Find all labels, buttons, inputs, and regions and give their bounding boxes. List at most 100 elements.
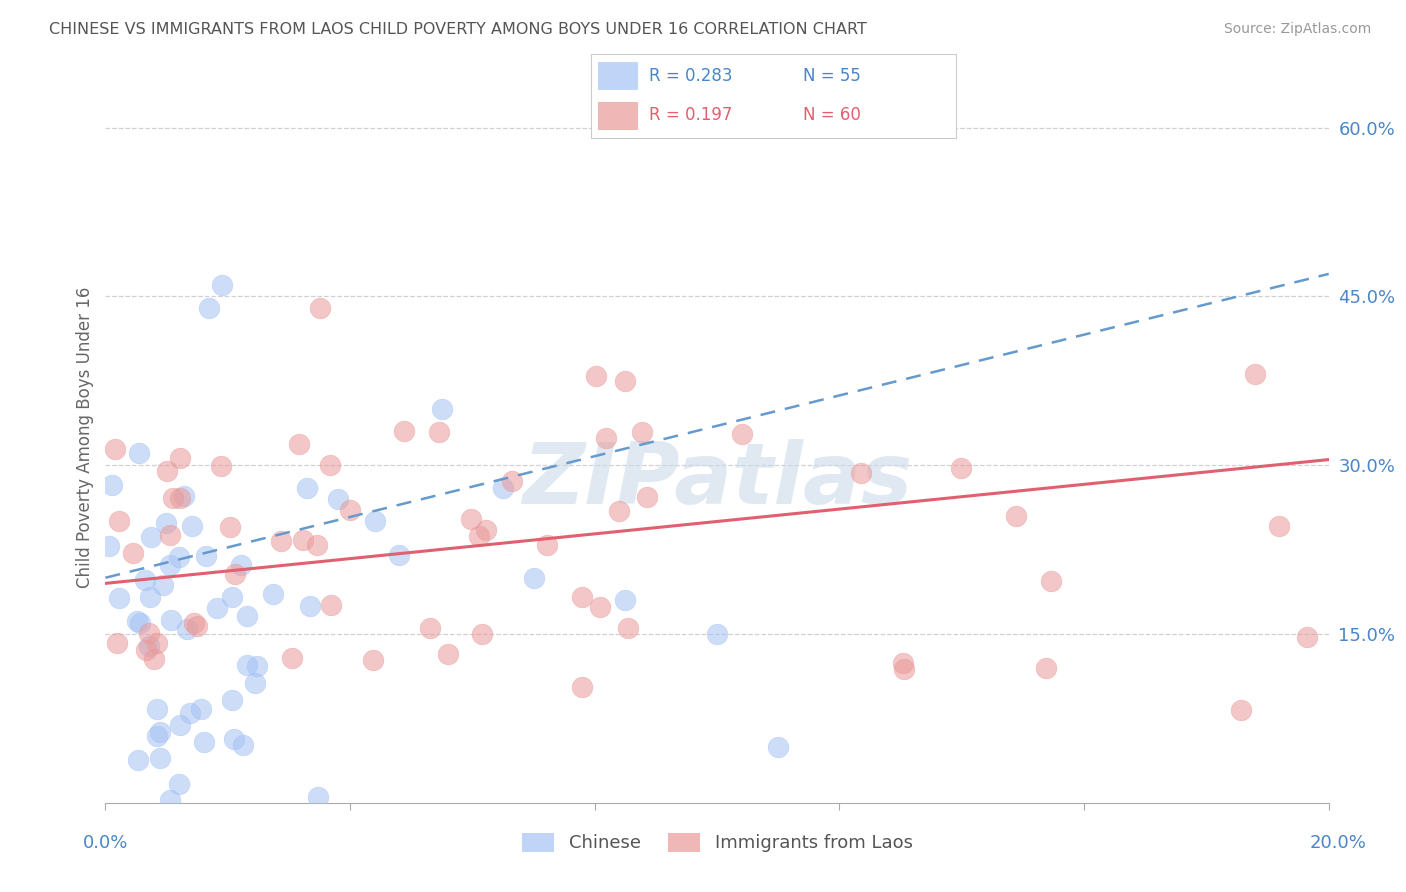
Y-axis label: Child Poverty Among Boys Under 16: Child Poverty Among Boys Under 16 xyxy=(76,286,94,588)
Point xyxy=(468,529,491,543)
Point xyxy=(173,489,195,503)
Point xyxy=(167,549,190,564)
Point xyxy=(1035,661,1057,675)
Point xyxy=(169,491,191,506)
Point xyxy=(219,520,242,534)
Point xyxy=(198,301,221,315)
Point xyxy=(607,504,630,518)
Point xyxy=(1296,630,1319,644)
Point xyxy=(474,523,496,537)
Point xyxy=(222,731,245,746)
Point xyxy=(162,491,184,505)
Text: R = 0.197: R = 0.197 xyxy=(650,106,733,124)
Point xyxy=(270,533,292,548)
Point xyxy=(392,424,415,438)
Point xyxy=(246,658,269,673)
Point xyxy=(893,662,915,676)
Point xyxy=(492,481,515,495)
Point xyxy=(460,512,482,526)
Point xyxy=(145,730,167,744)
Point xyxy=(159,793,181,807)
Point xyxy=(145,701,167,715)
Point xyxy=(98,539,121,553)
Point xyxy=(159,558,181,572)
Point xyxy=(209,459,232,474)
Point xyxy=(326,491,349,506)
Point xyxy=(179,706,201,720)
Point xyxy=(419,621,441,635)
Point xyxy=(127,753,149,767)
Text: 0.0%: 0.0% xyxy=(83,834,128,852)
Point xyxy=(319,458,342,473)
Point xyxy=(146,635,169,649)
Point xyxy=(339,503,361,517)
Text: 20.0%: 20.0% xyxy=(1310,834,1367,852)
Point xyxy=(129,615,152,630)
Point xyxy=(183,616,205,631)
Point xyxy=(427,425,450,439)
Point xyxy=(107,514,129,528)
Point xyxy=(949,461,972,475)
Point xyxy=(308,301,330,315)
Point xyxy=(288,437,311,451)
Point xyxy=(135,643,157,657)
Point xyxy=(190,702,212,716)
Point xyxy=(159,528,181,542)
Point xyxy=(139,530,162,544)
Point xyxy=(186,619,208,633)
Text: Source: ZipAtlas.com: Source: ZipAtlas.com xyxy=(1223,22,1371,37)
Point xyxy=(571,680,593,694)
Point xyxy=(143,651,166,665)
Point xyxy=(138,626,160,640)
Point xyxy=(128,446,150,460)
FancyBboxPatch shape xyxy=(598,102,638,130)
Point xyxy=(180,518,202,533)
Point xyxy=(1039,574,1062,589)
Point xyxy=(101,478,124,492)
Point xyxy=(523,571,546,585)
Point xyxy=(471,626,494,640)
Point xyxy=(155,516,177,530)
Point xyxy=(614,374,637,388)
Point xyxy=(614,593,637,607)
Point xyxy=(167,777,190,791)
Point xyxy=(169,450,191,465)
Point xyxy=(1244,367,1267,381)
Point xyxy=(617,622,640,636)
Point xyxy=(149,725,172,739)
Point xyxy=(299,599,322,614)
Point xyxy=(1004,509,1026,524)
Point xyxy=(388,548,411,562)
Point xyxy=(236,658,259,673)
Point xyxy=(236,608,259,623)
Point xyxy=(149,751,172,765)
Point xyxy=(221,692,243,706)
Point xyxy=(536,538,558,552)
Point xyxy=(307,538,329,552)
Point xyxy=(229,558,252,572)
Point xyxy=(571,591,593,605)
Point xyxy=(291,533,314,547)
Point xyxy=(262,587,284,601)
Text: N = 60: N = 60 xyxy=(803,106,860,124)
Legend: Chinese, Immigrants from Laos: Chinese, Immigrants from Laos xyxy=(515,826,920,860)
Point xyxy=(160,613,183,627)
Point xyxy=(207,600,229,615)
Point xyxy=(595,431,617,445)
Point xyxy=(155,465,177,479)
Text: CHINESE VS IMMIGRANTS FROM LAOS CHILD POVERTY AMONG BOYS UNDER 16 CORRELATION CH: CHINESE VS IMMIGRANTS FROM LAOS CHILD PO… xyxy=(49,22,868,37)
Point xyxy=(706,627,728,641)
Point xyxy=(127,615,149,629)
Point xyxy=(104,442,127,456)
Point xyxy=(193,734,215,748)
Point xyxy=(1268,519,1291,533)
Point xyxy=(232,738,254,752)
Point xyxy=(134,574,156,588)
Point xyxy=(1230,702,1253,716)
Point xyxy=(297,481,319,495)
Point xyxy=(768,739,790,754)
Point xyxy=(363,515,385,529)
Text: N = 55: N = 55 xyxy=(803,68,860,86)
Point xyxy=(891,656,914,670)
Point xyxy=(307,790,329,805)
